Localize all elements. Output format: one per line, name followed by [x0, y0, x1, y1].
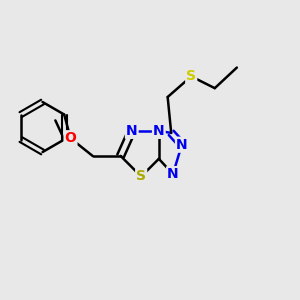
Text: S: S	[136, 169, 146, 184]
Text: N: N	[126, 124, 138, 138]
Text: N: N	[176, 138, 188, 152]
Text: N: N	[153, 124, 165, 138]
Text: N: N	[167, 167, 179, 181]
Text: S: S	[186, 69, 196, 83]
Text: O: O	[64, 131, 76, 145]
